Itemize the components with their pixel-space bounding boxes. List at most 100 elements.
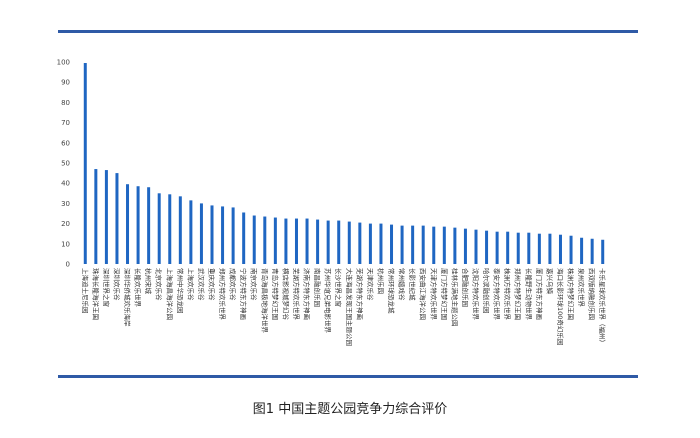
bar	[580, 237, 584, 264]
x-category-label: 嘉兴乌镇	[545, 268, 554, 295]
x-category-label: 北京欢乐谷	[155, 268, 164, 301]
bar	[168, 194, 172, 264]
bar	[210, 205, 214, 264]
bar	[136, 186, 140, 264]
bar	[379, 223, 383, 264]
top-rule	[58, 30, 638, 33]
x-category-label: 西安曲江海洋公园	[419, 268, 428, 320]
x-category-label: 济南方特东方神画	[303, 268, 312, 320]
bar	[316, 219, 320, 264]
bar	[115, 173, 119, 264]
x-category-label: 株洲方特欢乐世界	[503, 268, 512, 321]
bar	[601, 239, 605, 264]
x-category-label: 泰安方特欢乐世界	[493, 268, 502, 321]
y-tick-label: 30	[61, 200, 70, 208]
x-category-label: 桂林乐满地主题公园	[450, 268, 459, 327]
bar	[442, 226, 446, 264]
bar	[453, 227, 457, 264]
bar	[485, 230, 489, 264]
bar	[368, 223, 372, 264]
x-category-label: 常州嬉戏谷	[398, 268, 407, 301]
x-category-label: 沈阳方特欢乐世界	[472, 268, 481, 321]
x-category-label: 青岛方特梦幻王国	[271, 268, 280, 320]
x-category-label: 珠海长隆海洋王国	[91, 268, 100, 320]
y-tick-label: 100	[57, 59, 70, 67]
bar	[411, 225, 415, 264]
bar	[421, 225, 425, 264]
figure-caption: 图1 中国主题公园竞争力综合评价	[252, 402, 448, 417]
bar	[189, 200, 193, 264]
x-category-label: 南京欢乐谷	[250, 268, 259, 301]
bar	[516, 232, 520, 264]
x-category-label: 西双版纳融创乐园	[588, 268, 597, 320]
bar	[558, 234, 562, 264]
x-category-label: 深圳华侨城欢乐海岸	[123, 268, 132, 327]
bar	[358, 222, 362, 264]
bar	[432, 226, 436, 264]
y-tick-label: 0	[66, 261, 70, 269]
y-tick-label: 70	[61, 119, 70, 127]
bar	[400, 225, 404, 264]
y-tick-label: 20	[61, 220, 70, 228]
bar	[569, 235, 573, 264]
x-category-label: 泉州欢乐世界	[577, 268, 586, 308]
bar	[506, 231, 510, 264]
x-category-label: 哈尔滨融创乐园	[482, 268, 491, 314]
x-category-label: 芜湖方特东方神画	[355, 268, 364, 320]
bar	[263, 216, 267, 264]
x-category-label: 青岛海昌极地海洋世界	[260, 268, 269, 334]
x-category-label: 杭州乐园	[376, 268, 385, 294]
bar	[252, 215, 256, 264]
x-category-label: 天津欢乐谷	[366, 268, 375, 301]
y-tick-label: 40	[61, 180, 70, 188]
bar	[537, 233, 541, 264]
bar	[104, 170, 108, 264]
bar	[157, 193, 161, 264]
bar	[221, 206, 225, 264]
bar	[305, 218, 309, 264]
x-category-label: 上海迪士尼乐园	[81, 268, 90, 314]
x-category-label: 苏州华谊兄弟电影世界	[324, 268, 333, 334]
bar	[147, 187, 151, 264]
x-category-label: 株洲方特梦幻王国	[567, 268, 576, 320]
x-axis-labels: 上海迪士尼乐园 珠海长隆海洋王国 深圳世界之窗 深圳欢乐谷 深圳华侨城欢乐海岸 长隆欢乐世…	[81, 268, 607, 346]
bar	[126, 184, 130, 264]
x-category-label: 深圳欢乐谷	[112, 268, 121, 301]
bar	[83, 63, 87, 264]
x-category-label: 长影世纪城	[408, 268, 417, 301]
bar	[231, 207, 235, 264]
x-category-label: 卡乐星球欢乐世界（福州）	[598, 268, 607, 346]
x-category-label: 重庆欢乐谷	[208, 268, 217, 301]
bar	[548, 233, 552, 264]
y-tick-label: 10	[61, 240, 70, 248]
bar	[284, 218, 288, 264]
x-category-label: 天津方特欢乐世界	[429, 268, 438, 321]
y-tick-label: 50	[61, 160, 70, 168]
y-axis: 0 10 20 30 40 50 60 70 80 90 100	[57, 59, 70, 269]
x-category-label: 上海欢乐谷	[186, 268, 195, 301]
x-category-label: 杭州宋城	[144, 268, 153, 295]
x-category-label: 郑州方特梦幻王国	[514, 268, 523, 320]
x-category-label: 常州中华恐龙园	[176, 268, 185, 314]
x-category-label: 长沙世界之窗	[334, 268, 343, 307]
x-category-label: 常州环球恐龙城	[387, 268, 396, 314]
bar	[94, 169, 98, 264]
bar	[527, 232, 531, 264]
bar	[178, 196, 182, 264]
bar	[326, 220, 330, 264]
x-category-label: 上海海昌海洋公园	[165, 268, 174, 320]
bar	[474, 229, 478, 264]
y-tick-label: 60	[61, 139, 70, 147]
bar	[347, 221, 351, 264]
bar	[495, 231, 499, 264]
bar	[463, 228, 467, 264]
y-tick-label: 90	[61, 79, 70, 87]
x-category-label: 南昌融创乐园	[313, 268, 322, 307]
bar	[590, 238, 594, 264]
x-category-label: 大连海昌发现王国主题公园	[345, 268, 354, 346]
bar	[199, 203, 203, 264]
bar	[337, 220, 341, 264]
x-category-label: 海口长影环球100奇幻乐园	[556, 268, 565, 345]
y-tick-label: 80	[61, 99, 70, 107]
bar	[242, 212, 246, 264]
